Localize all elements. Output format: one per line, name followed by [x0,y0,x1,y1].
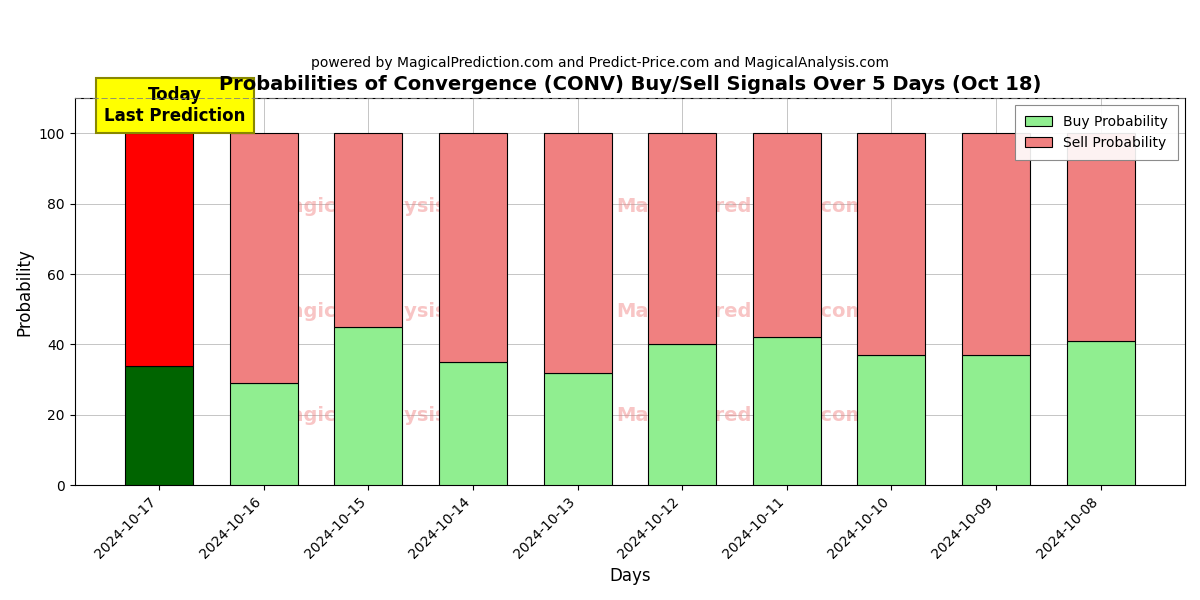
Title: Probabilities of Convergence (CONV) Buy/Sell Signals Over 5 Days (Oct 18): Probabilities of Convergence (CONV) Buy/… [218,75,1042,94]
Bar [544,373,612,485]
Bar [1067,341,1134,485]
Text: MagicalAnalysis.com: MagicalAnalysis.com [271,197,499,216]
Text: Today
Last Prediction: Today Last Prediction [104,86,246,125]
Bar [439,133,506,362]
Y-axis label: Probability: Probability [16,248,34,335]
Text: MagicalAnalysis.com: MagicalAnalysis.com [271,302,499,320]
Bar [752,337,821,485]
Bar [544,133,612,373]
Bar [962,355,1030,485]
Legend: Buy Probability, Sell Probability: Buy Probability, Sell Probability [1015,105,1178,160]
Bar [648,133,716,344]
Text: MagicalPrediction.com: MagicalPrediction.com [616,406,865,425]
Bar [857,133,925,355]
Bar [962,133,1030,355]
Text: MagicalPrediction.com: MagicalPrediction.com [616,302,865,320]
Bar [335,327,402,485]
Bar [335,133,402,327]
Bar [229,383,298,485]
X-axis label: Days: Days [610,567,650,585]
Bar [125,133,193,365]
Bar [229,133,298,383]
Bar [439,362,506,485]
Bar [648,344,716,485]
Bar [857,355,925,485]
Bar [125,365,193,485]
Text: powered by MagicalPrediction.com and Predict-Price.com and MagicalAnalysis.com: powered by MagicalPrediction.com and Pre… [311,56,889,70]
Bar [752,133,821,337]
Text: MagicalPrediction.com: MagicalPrediction.com [616,197,865,216]
Bar [1067,133,1134,341]
Text: MagicalAnalysis.com: MagicalAnalysis.com [271,406,499,425]
